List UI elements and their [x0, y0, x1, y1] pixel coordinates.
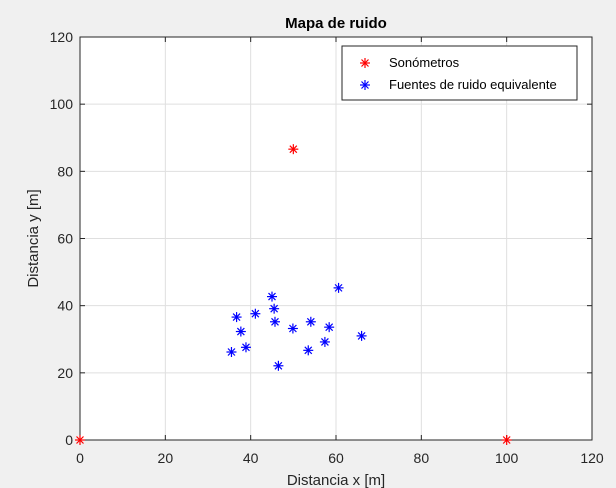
axis-ticks: 0 20 40 60 80 100 120 0 20 40 60 80 100 120 — [50, 29, 604, 466]
y-tick-label: 0 — [65, 432, 73, 448]
noise-source-point — [231, 312, 242, 323]
y-tick-label: 60 — [57, 231, 73, 247]
sonometro-point — [75, 435, 85, 445]
x-tick-label: 80 — [414, 450, 430, 466]
x-tick-label: 40 — [243, 450, 259, 466]
x-tick-label: 20 — [158, 450, 174, 466]
noise-source-point — [305, 316, 316, 327]
noise-source-point — [303, 345, 314, 356]
noise-source-point — [235, 326, 246, 337]
y-tick-label: 40 — [57, 298, 73, 314]
chart-title: Mapa de ruido — [285, 15, 387, 32]
legend-asterisk-fuentes — [360, 80, 370, 90]
legend: Sonómetros Fuentes de ruido equivalente — [341, 45, 578, 101]
legend-asterisk-sonometros — [360, 58, 370, 68]
noise-source-point — [267, 291, 277, 302]
x-axis-label: Distancia x [m] — [287, 472, 385, 488]
x-tick-label: 120 — [580, 450, 604, 466]
y-tick-label: 100 — [50, 96, 74, 112]
noise-source-point — [269, 303, 280, 314]
legend-box — [341, 45, 578, 101]
legend-label-fuentes: Fuentes de ruido equivalente — [389, 77, 557, 92]
noise-source-point — [269, 316, 280, 327]
noise-source-point — [250, 308, 261, 319]
noise-source-point — [240, 342, 251, 353]
legend-label-sonometros: Sonómetros — [389, 55, 460, 70]
sonometro-point — [288, 144, 299, 155]
noise-source-point — [287, 323, 298, 334]
noise-source-point — [356, 330, 367, 341]
noise-source-point — [333, 282, 344, 293]
x-tick-label: 100 — [495, 450, 519, 466]
y-axis-label: Distancia y [m] — [25, 189, 42, 287]
noise-source-point — [319, 336, 330, 347]
noise-source-point — [226, 347, 237, 358]
y-tick-label: 120 — [50, 29, 74, 45]
noise-source-point — [324, 322, 335, 333]
legend-marker-fuentes — [360, 80, 370, 90]
x-tick-label: 0 — [76, 450, 84, 466]
x-tick-label: 60 — [328, 450, 344, 466]
y-tick-label: 80 — [57, 163, 73, 179]
data-markers — [75, 144, 512, 445]
y-tick-label: 20 — [57, 365, 73, 381]
legend-marker-sonometros — [360, 58, 370, 68]
noise-source-point — [273, 360, 284, 371]
sonometro-point — [501, 435, 512, 445]
